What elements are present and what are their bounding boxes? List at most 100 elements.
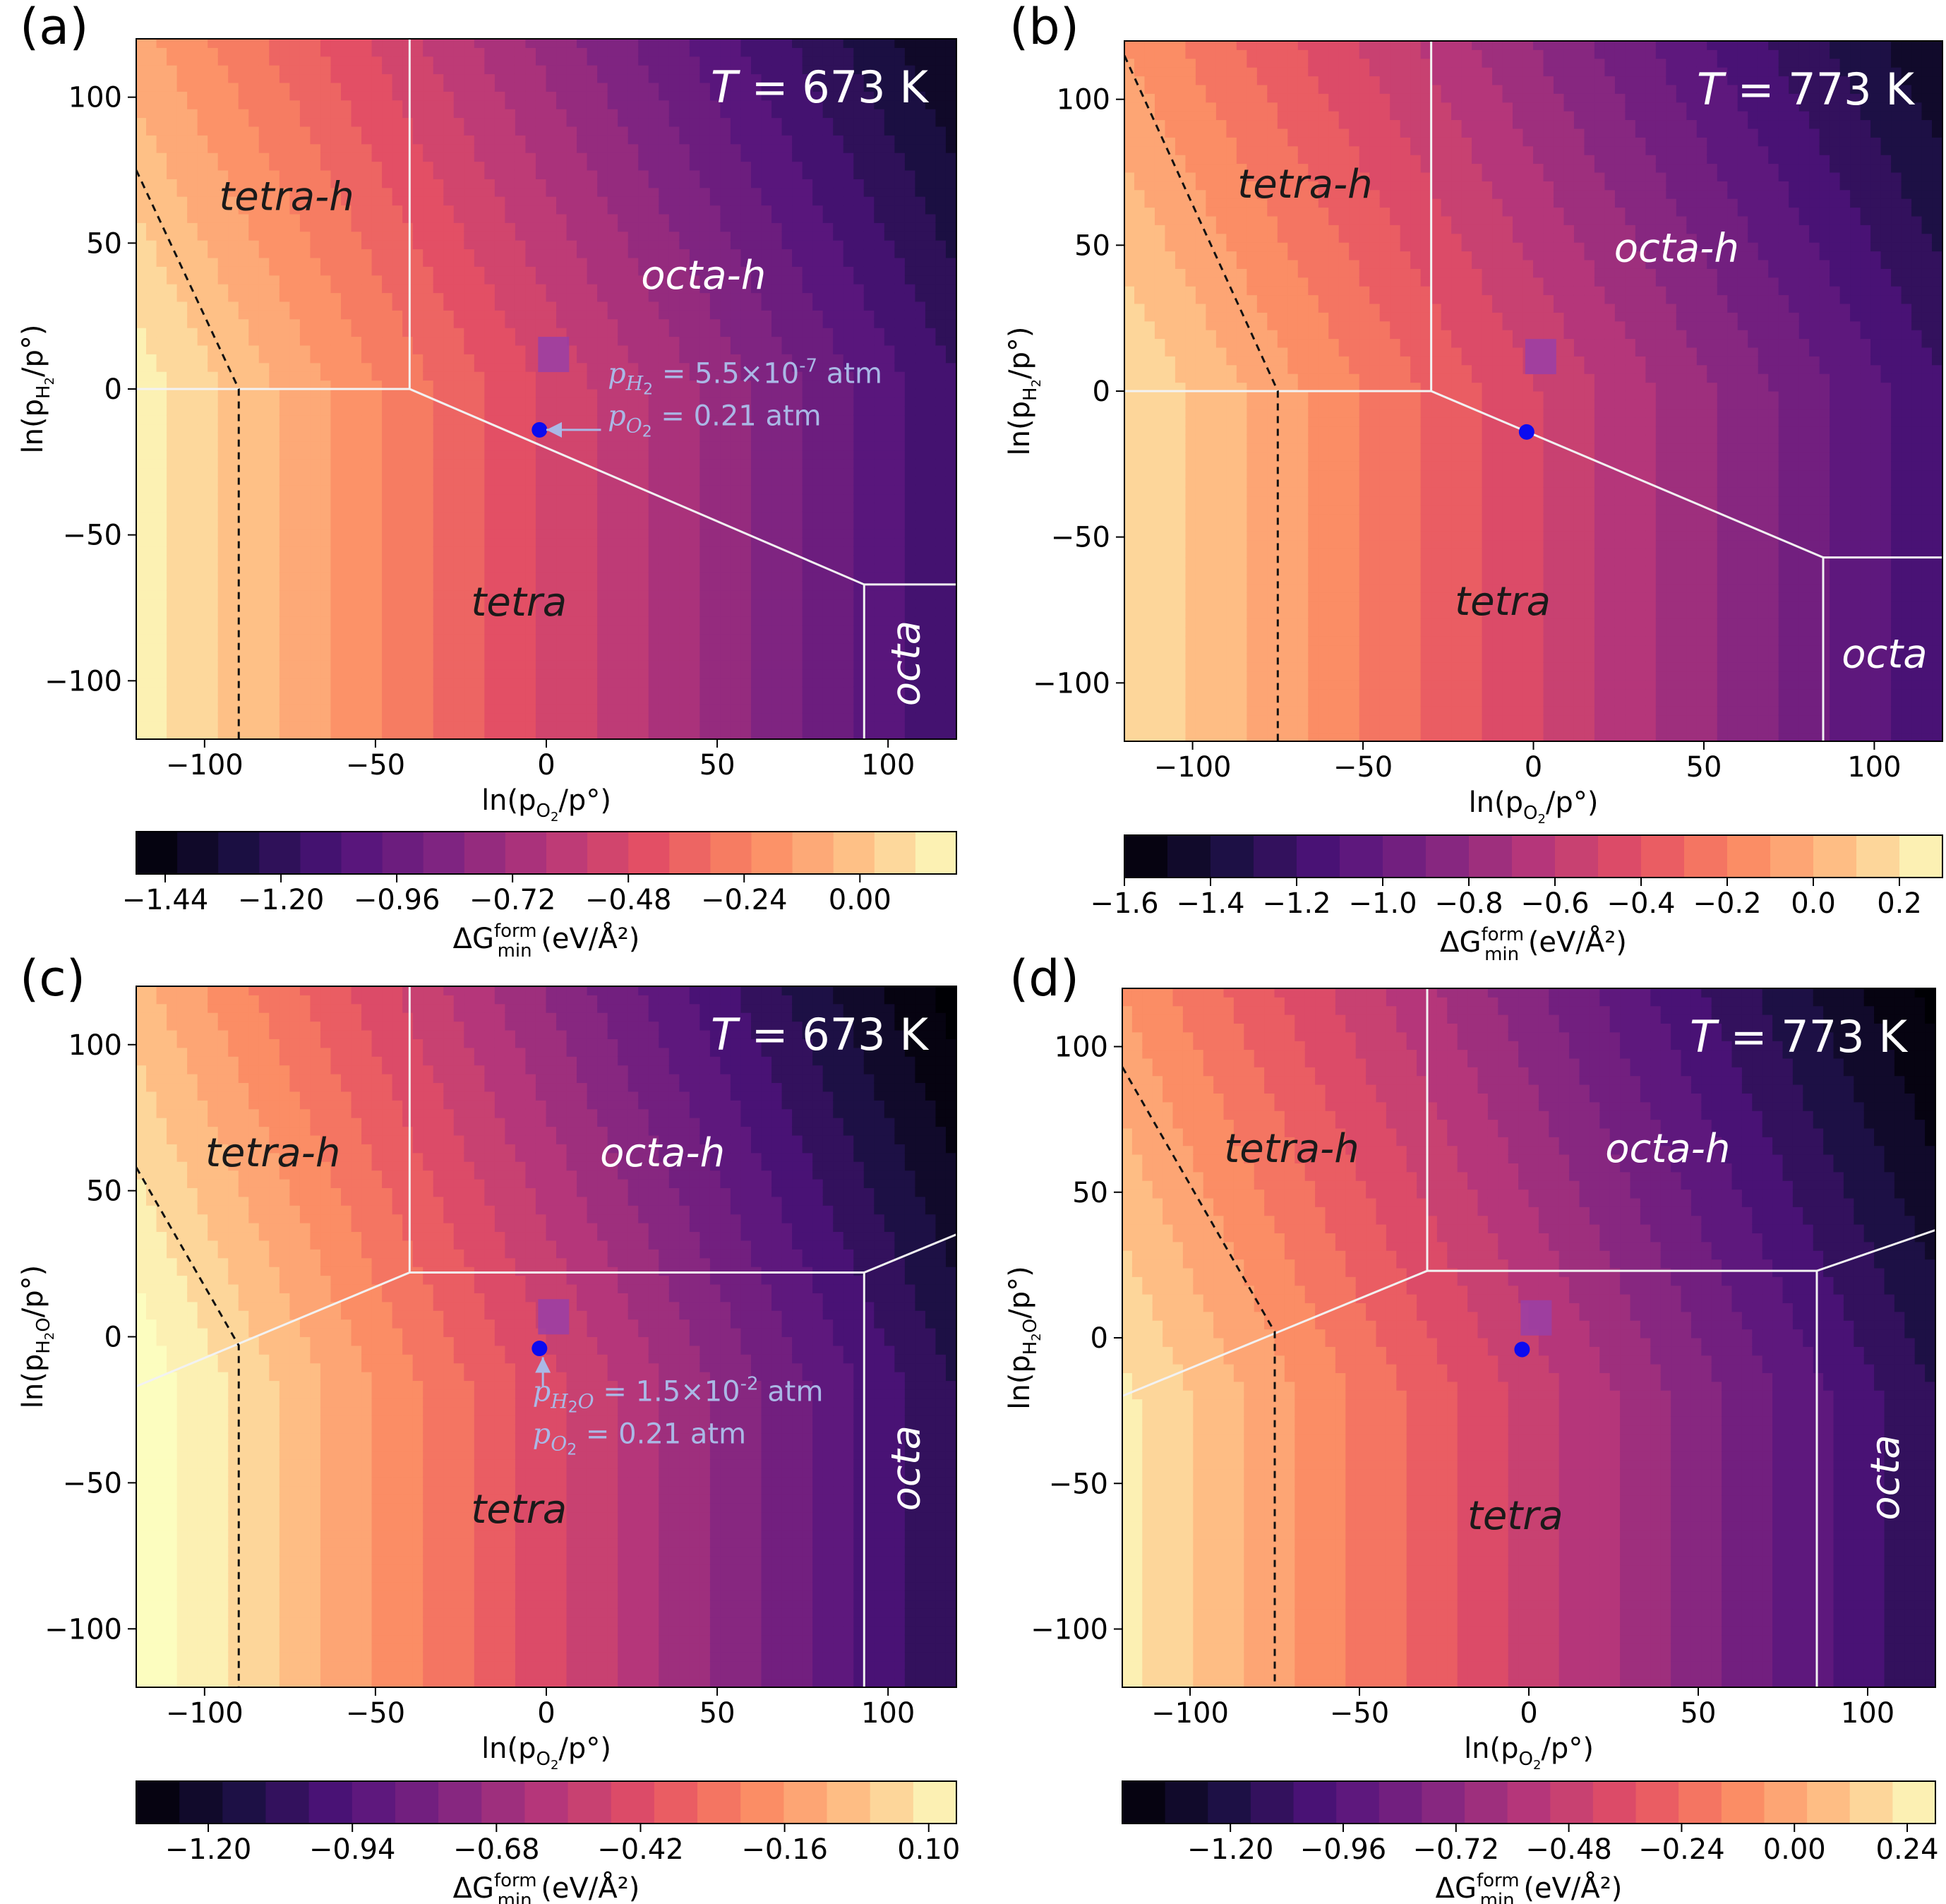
x-axis-label: ln(pO2/p°)	[1464, 1732, 1594, 1773]
colorbar-tick-label: 0.0	[1791, 887, 1836, 920]
x-tick-label: −50	[346, 1697, 405, 1730]
colorbar-tick-label: −1.6	[1090, 887, 1158, 920]
x-axis-label: ln(pO2/p°)	[481, 784, 611, 825]
colorbar-cell	[669, 832, 711, 874]
colorbar-cell	[1764, 1781, 1808, 1824]
y-tick-label: −100	[44, 1613, 122, 1646]
colorbar-tick-label: 0.10	[897, 1833, 960, 1866]
colorbar-cell	[395, 1781, 439, 1824]
x-tick-label: 0	[537, 1697, 555, 1730]
annotation-text: pH2 = 5.5×10-7 atm	[608, 356, 882, 399]
contour-field	[136, 39, 956, 739]
x-tick-label: 50	[1681, 1697, 1717, 1730]
x-tick-label: 50	[699, 749, 735, 782]
marker-square	[538, 337, 570, 373]
phase-boundary	[1816, 1228, 1935, 1272]
temperature-label: T = 673 K	[711, 1009, 929, 1060]
panel-label: (a)	[20, 0, 89, 56]
colorbar-cell	[1512, 835, 1556, 878]
colorbar-tick-label: −0.24	[1638, 1833, 1725, 1866]
colorbar-tick-label: −1.0	[1348, 887, 1417, 920]
colorbar-cell	[913, 1781, 957, 1824]
colorbar-cell	[1892, 1781, 1936, 1824]
colorbar-tick-label: −1.20	[238, 884, 325, 916]
colorbar-cell	[1770, 835, 1814, 878]
y-tick-label: 50	[1072, 1177, 1108, 1209]
colorbar-tick-label: −0.4	[1606, 887, 1675, 920]
colorbar-tick-label: −1.20	[1187, 1833, 1274, 1866]
colorbar-cell	[259, 832, 301, 874]
colorbar-tick-label: −0.6	[1520, 887, 1589, 920]
colorbar-tick-label: −1.20	[165, 1833, 252, 1866]
colorbar-tick-label: −1.4	[1176, 887, 1244, 920]
colorbar-tick-label: −0.96	[354, 884, 440, 916]
colorbar-cell	[654, 1781, 698, 1824]
colorbar-cell	[1635, 1781, 1679, 1824]
region-label: tetra	[1455, 579, 1551, 625]
region-label: octa-h	[1605, 1126, 1730, 1172]
colorbar-tick-label: −0.48	[585, 884, 672, 916]
colorbar-cell	[1813, 835, 1857, 878]
colorbar-cell	[1254, 835, 1297, 878]
colorbar-cell	[1469, 835, 1513, 878]
colorbar-frame	[136, 831, 957, 875]
colorbar-tick-label: −0.16	[741, 1833, 828, 1866]
colorbar-label: ΔGform min (eV/Å²)	[453, 1870, 640, 1904]
region-label: tetra-h	[1237, 162, 1372, 208]
colorbar-cell	[464, 832, 506, 874]
colorbar-tick-label: −0.72	[1412, 1833, 1499, 1866]
x-tick-label: −50	[346, 749, 405, 782]
colorbar-cell	[300, 832, 342, 874]
colorbar-frame	[1122, 1780, 1936, 1824]
y-tick-label: −100	[44, 665, 122, 697]
colorbar-cell	[915, 832, 957, 874]
colorbar-tick-label: −1.44	[122, 884, 209, 916]
colorbar-cell	[222, 1781, 267, 1824]
temperature-label: T = 673 K	[711, 61, 929, 113]
region-label: octa-h	[641, 253, 766, 299]
y-axis-label: ln(pH2O/p°)	[1004, 1266, 1044, 1409]
y-tick-label: 50	[86, 1175, 122, 1208]
region-label: tetra-h	[219, 174, 354, 220]
temperature-label: T = 773 K	[1690, 1011, 1908, 1062]
colorbar-cell	[1641, 835, 1685, 878]
x-tick-label: 0	[1525, 751, 1542, 784]
colorbar-cell	[423, 832, 465, 874]
y-tick-label: 100	[1057, 84, 1110, 116]
colorbar-cell	[697, 1781, 741, 1824]
annotation-text: pH2O = 1.5×10-2 atm	[533, 1374, 824, 1417]
colorbar-cell	[382, 832, 424, 874]
panel-label: (c)	[20, 950, 85, 1007]
colorbar-cell	[1678, 1781, 1722, 1824]
colorbar-cell	[179, 1781, 223, 1824]
y-axis-label: ln(pH2/p°)	[17, 325, 57, 454]
y-tick-label: 100	[68, 1029, 122, 1062]
colorbar-tick-label: −0.8	[1434, 887, 1503, 920]
x-tick-label: −100	[1151, 1697, 1229, 1730]
colorbar-cell	[1124, 835, 1168, 878]
colorbar-cell	[827, 1781, 871, 1824]
colorbar-cell	[792, 832, 834, 874]
phase-boundary	[863, 1233, 956, 1274]
x-tick-label: 0	[1520, 1697, 1537, 1730]
colorbar-label: ΔGform min (eV/Å²)	[1436, 1870, 1623, 1904]
contour-field	[136, 986, 956, 1687]
colorbar-cell	[1293, 1781, 1337, 1824]
colorbar-cell	[1899, 835, 1943, 878]
colorbar-cell	[308, 1781, 353, 1824]
data-point	[1518, 424, 1534, 440]
data-point	[531, 1341, 548, 1357]
colorbar-cell	[1721, 1781, 1765, 1824]
colorbar-cell	[524, 1781, 569, 1824]
colorbar-cell	[1849, 1781, 1893, 1824]
y-tick-label: −100	[1031, 1614, 1108, 1646]
marker-square	[1520, 1300, 1552, 1336]
colorbar-tick-label: −0.24	[701, 884, 788, 916]
x-tick-label: −100	[166, 1697, 244, 1730]
temperature-label: T = 773 K	[1697, 64, 1915, 115]
region-label: octa	[1842, 631, 1927, 677]
x-tick-label: −50	[1333, 751, 1393, 784]
y-tick-label: 100	[68, 82, 122, 114]
x-axis-label: ln(pO2/p°)	[1469, 786, 1599, 827]
colorbar-cell	[136, 1781, 180, 1824]
